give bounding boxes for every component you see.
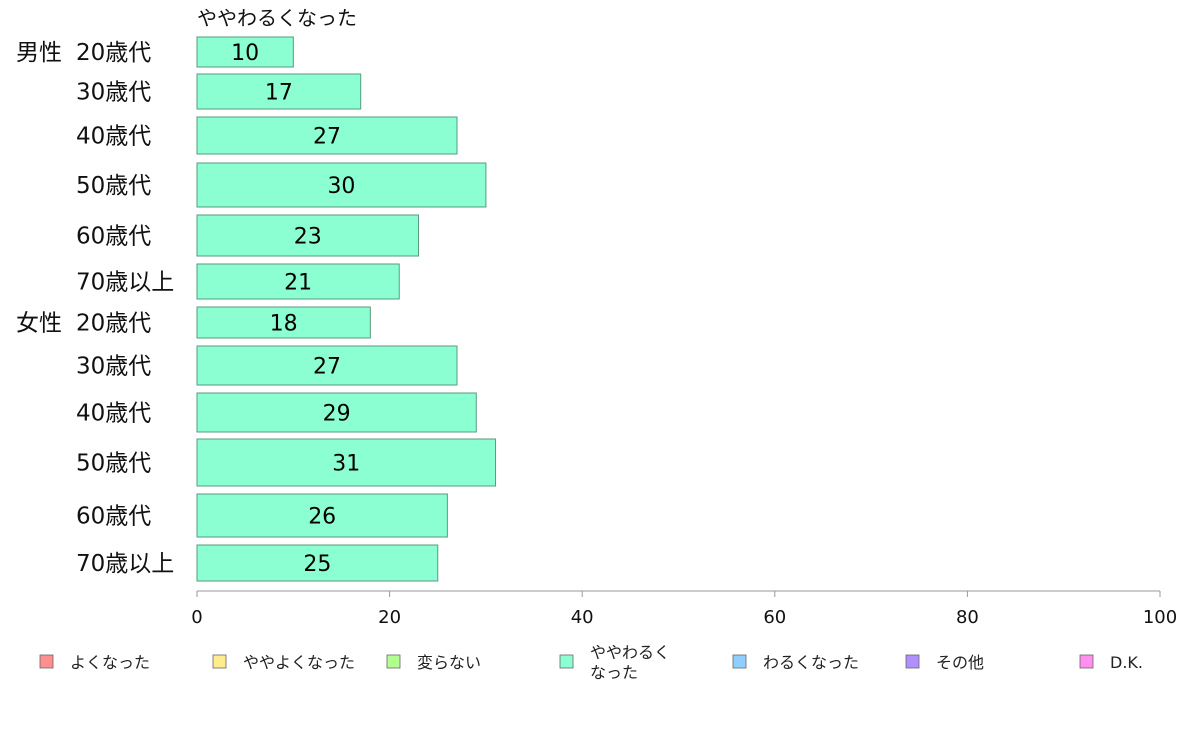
category-label: 50歳代 <box>76 451 151 477</box>
legend-item: よくなった <box>39 653 150 672</box>
bar <box>196 544 439 582</box>
category-label: 30歳代 <box>76 354 151 380</box>
legend-item: 変らない <box>386 653 481 672</box>
legend-swatch <box>905 654 920 669</box>
x-tick-label: 80 <box>956 607 979 628</box>
bar <box>196 214 419 257</box>
bar-value-label: 29 <box>323 402 351 427</box>
legend-item: ややわるくなった <box>559 643 670 682</box>
bar <box>196 392 477 433</box>
legend-swatch <box>1079 654 1094 669</box>
group-label: 女性 <box>16 311 62 337</box>
legend-swatch <box>732 654 747 669</box>
bar-value-label: 26 <box>308 505 336 530</box>
legend-label: ややよくなった <box>243 653 355 672</box>
bar-value-label: 25 <box>303 552 331 577</box>
bar <box>196 73 362 110</box>
bar-value-label: 27 <box>313 125 341 150</box>
legend-item: わるくなった <box>732 653 859 672</box>
legend-swatch <box>386 654 401 669</box>
group-label: 男性 <box>16 40 62 66</box>
x-tick-label: 20 <box>378 607 401 628</box>
legend-label: わるくなった <box>763 653 859 672</box>
bar-value-label: 18 <box>270 312 298 337</box>
legend-swatch <box>39 654 54 669</box>
x-tick-label: 100 <box>1143 607 1177 628</box>
category-label: 30歳代 <box>76 80 151 106</box>
category-label: 70歳以上 <box>76 270 174 296</box>
x-axis: 0 20 40 60 80 100 <box>191 590 1177 628</box>
legend-label: ややわるく <box>590 643 670 662</box>
bar-value-label: 21 <box>284 271 312 296</box>
legend-label: なった <box>590 663 638 682</box>
category-label: 40歳代 <box>76 124 151 150</box>
category-label: 50歳代 <box>76 173 151 199</box>
category-label: 20歳代 <box>76 311 151 337</box>
legend-item: D.K. <box>1079 653 1143 672</box>
category-label: 40歳代 <box>76 401 151 427</box>
legend-label: その他 <box>936 653 984 672</box>
legend: よくなった ややよくなった 変らない ややわるくなった わるくなった その他 D.K. <box>39 643 1143 682</box>
bar <box>196 263 400 300</box>
bar <box>196 306 371 339</box>
legend-swatch <box>559 654 574 669</box>
category-label: 60歳代 <box>76 224 151 250</box>
bar-value-label: 30 <box>327 174 355 199</box>
legend-swatch <box>212 654 227 669</box>
bar-value-label: 23 <box>294 225 322 250</box>
legend-item: その他 <box>905 653 984 672</box>
category-label: 70歳以上 <box>76 551 174 577</box>
legend-item: ややよくなった <box>212 653 355 672</box>
bar <box>196 36 294 68</box>
category-label: 20歳代 <box>76 40 151 66</box>
bar-value-label: 10 <box>231 41 259 66</box>
x-tick-label: 60 <box>763 607 786 628</box>
bar-value-label: 31 <box>332 452 360 477</box>
bar <box>196 438 497 487</box>
bar-value-label: 27 <box>313 355 341 380</box>
category-label: 60歳代 <box>76 504 151 530</box>
x-tick-label: 40 <box>571 607 594 628</box>
legend-label: D.K. <box>1110 653 1143 672</box>
bar <box>196 162 487 208</box>
bar-value-label: 17 <box>265 81 293 106</box>
bar <box>196 493 448 538</box>
legend-label: よくなった <box>70 653 150 672</box>
series-title: ややわるくなった <box>197 6 357 30</box>
bar <box>196 116 458 155</box>
x-tick-label: 0 <box>191 607 202 628</box>
legend-label: 変らない <box>417 653 481 672</box>
bar <box>196 345 458 386</box>
